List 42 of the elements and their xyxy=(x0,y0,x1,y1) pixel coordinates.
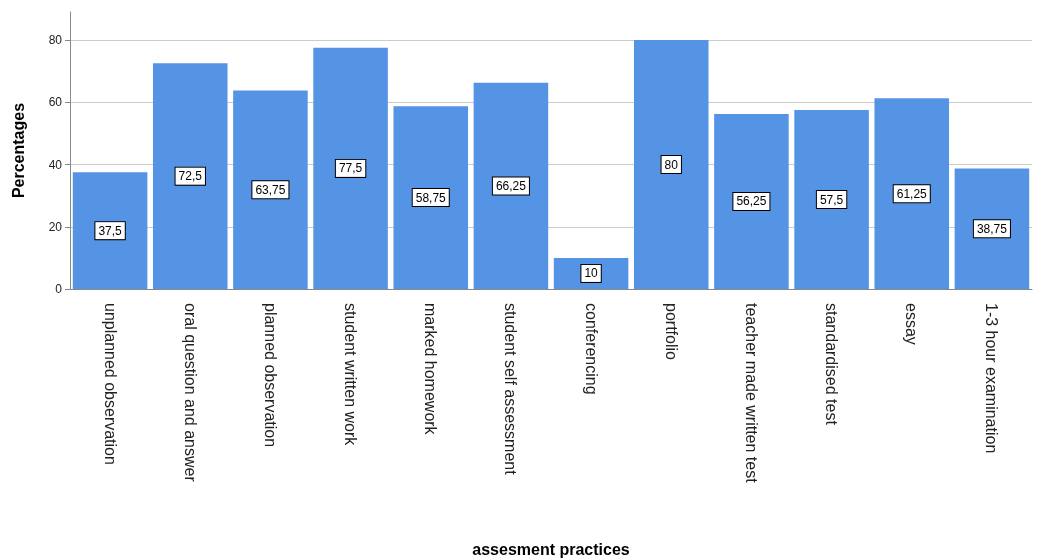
data-label: 61,25 xyxy=(896,186,928,201)
x-tick-label: essay xyxy=(903,303,921,345)
bar xyxy=(714,113,789,289)
x-tick-label: portfolio xyxy=(662,303,680,361)
y-tick-label: 40 xyxy=(48,157,63,172)
bar xyxy=(72,172,148,289)
data-label: 63,75 xyxy=(255,182,286,197)
bar xyxy=(954,168,1030,289)
bar xyxy=(473,82,549,289)
y-tick-label: 60 xyxy=(48,95,63,110)
x-tick-label: standardised test xyxy=(823,303,841,426)
x-tick-label: student written work xyxy=(342,303,360,447)
data-label: 66,25 xyxy=(495,178,527,193)
data-label: 72,5 xyxy=(178,169,203,184)
x-tick-label: conferencing xyxy=(582,303,600,395)
x-tick-label: student self assessment xyxy=(502,303,520,476)
y-tick-label: 80 xyxy=(48,33,63,48)
bar xyxy=(794,110,869,289)
bar xyxy=(152,63,228,289)
x-tick-label: marked homework xyxy=(422,303,440,436)
data-label: 38,75 xyxy=(976,221,1008,236)
data-label: 57,5 xyxy=(819,192,844,207)
data-label: 77,5 xyxy=(338,161,363,176)
bar xyxy=(313,47,388,289)
data-label: 37,5 xyxy=(98,223,123,238)
data-label: 10 xyxy=(584,266,599,281)
bar xyxy=(633,40,709,289)
x-tick-label: teacher made written test xyxy=(742,303,760,484)
x-axis-title: assesment practices xyxy=(472,540,630,558)
bar xyxy=(874,98,950,289)
x-tick-label: planned observation xyxy=(261,303,279,448)
y-tick-label: 0 xyxy=(55,282,63,296)
x-tick-label: 1-3 hour examination xyxy=(983,303,1001,454)
x-tick-label: oral question and answer xyxy=(181,303,199,483)
y-tick-label: 20 xyxy=(48,219,63,234)
bar xyxy=(393,106,469,289)
y-axis-title: Percentages xyxy=(9,102,27,199)
x-tick-label: unplanned observation xyxy=(101,303,119,465)
bar xyxy=(233,90,308,289)
data-label: 56,25 xyxy=(736,194,767,209)
data-label: 80 xyxy=(664,157,679,172)
data-label: 58,75 xyxy=(415,190,447,205)
